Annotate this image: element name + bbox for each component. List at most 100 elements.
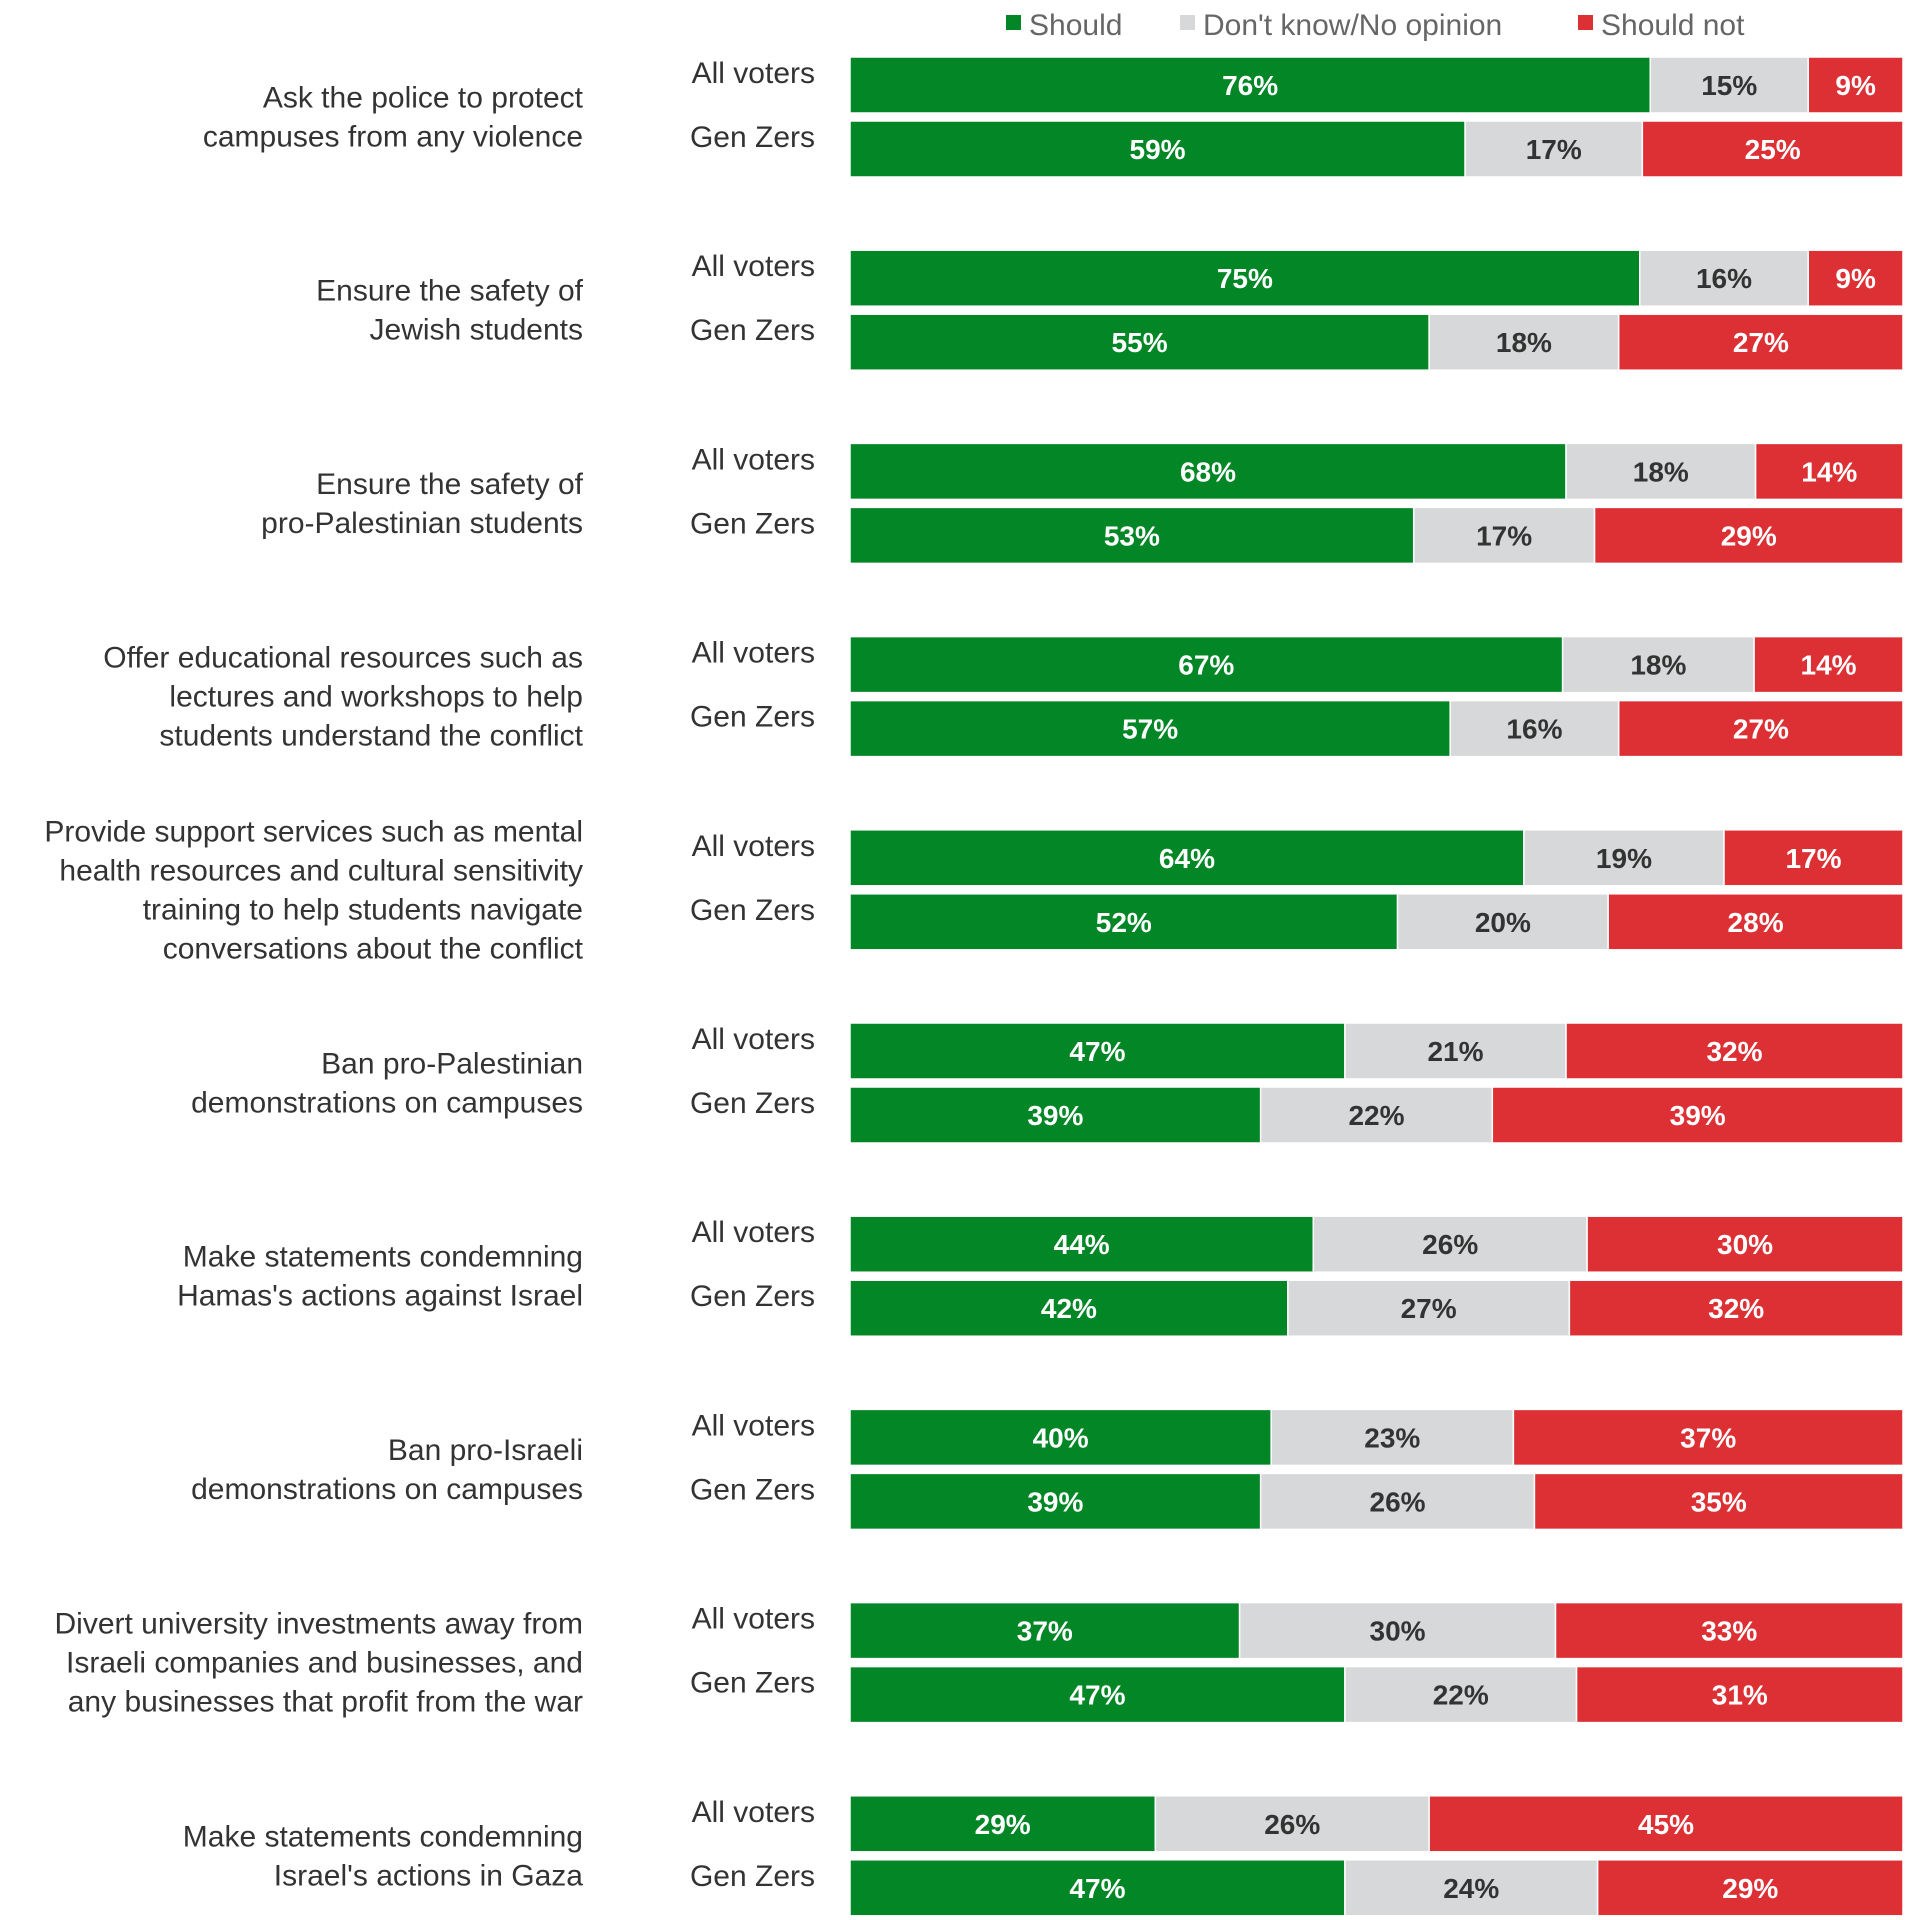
data-label-don-t-know-no-opinion: 21% [1427,1036,1483,1067]
category-label-line: demonstrations on campuses [191,1087,583,1120]
bar-segment-should [849,1859,1346,1917]
category-label: Ensure the safety of Jewish students [316,275,583,347]
group-label-all-voters: All voters [692,250,815,283]
data-label-should: 37% [1017,1616,1073,1647]
data-label-should: 76% [1222,70,1278,101]
legend-swatch-dont-know [1180,15,1195,30]
legend-label-dont-know: Don't know/No opinion [1203,9,1502,42]
data-label-don-t-know-no-opinion: 22% [1433,1680,1489,1711]
data-label-don-t-know-no-opinion: 26% [1422,1229,1478,1260]
data-label-should-not: 32% [1708,1293,1764,1324]
data-label-should: 47% [1069,1680,1125,1711]
bar-segment-should-not [1568,1279,1904,1337]
data-label-should: 40% [1033,1422,1089,1453]
bar-segment-should [849,1022,1346,1080]
data-label-should: 44% [1054,1229,1110,1260]
group-label-all-voters: All voters [692,1603,815,1636]
bar-segment-should-not [1641,120,1904,178]
bar-segment-should-not [1593,506,1904,565]
bar-segment-should [849,249,1641,307]
data-label-should: 53% [1104,520,1160,551]
bar-segment-should [849,313,1430,371]
bar-segment-should [849,442,1567,501]
category-label-line: Ask the police to protect [263,82,584,115]
category-label-line: demonstrations on campuses [191,1473,583,1506]
bar-segment-should [849,506,1415,565]
category-label-line: Israel's actions in Gaza [274,1859,584,1892]
data-label-should-not: 28% [1728,907,1784,938]
bar-segment-should-not [1753,635,1904,694]
data-label-should-not: 39% [1670,1100,1726,1131]
bar-segment-should-not [1565,1022,1904,1080]
data-label-should: 39% [1027,1486,1083,1517]
group-label-gen-zers: Gen Zers [690,894,815,927]
group-label-gen-zers: Gen Zers [690,701,815,734]
data-label-should-not: 33% [1701,1616,1757,1647]
category-group: Ensure the safety of Jewish students All v… [316,249,1904,371]
category-group: Make statements condemning Israel's actio… [183,1795,1904,1917]
bar-segment-don-t-know-no-opinion [1259,1472,1536,1531]
category-label-line: Hamas's actions against Israel [177,1280,583,1313]
data-label-should-not: 14% [1801,456,1857,487]
data-label-don-t-know-no-opinion: 15% [1701,70,1757,101]
data-label-don-t-know-no-opinion: 26% [1264,1809,1320,1840]
category-label-line: Offer educational resources such as [103,642,583,675]
bar-segment-should-not [1512,1408,1904,1467]
data-label-should-not: 29% [1721,520,1777,551]
legend-swatch-should-not [1578,15,1593,30]
bar-segment-should-not [1586,1215,1904,1273]
category-label-line: Ensure the safety of [316,468,583,501]
category-label-line: Make statements condemning [183,1241,583,1274]
bar-segment-should [849,1279,1289,1337]
bar-segment-don-t-know-no-opinion [1639,249,1809,307]
category-label-line: Israeli companies and businesses, and [66,1647,583,1680]
data-label-don-t-know-no-opinion: 20% [1475,907,1531,938]
data-label-should: 29% [975,1809,1031,1840]
bar-segment-should-not [1596,1859,1904,1917]
data-label-should-not: 35% [1691,1486,1747,1517]
bar-segment-should-not [1575,1665,1904,1724]
data-label-should: 52% [1096,907,1152,938]
group-label-gen-zers: Gen Zers [690,507,815,540]
data-label-should: 75% [1217,263,1273,294]
group-label-all-voters: All voters [692,1023,815,1056]
category-label: Make statements condemning Hamas's action… [177,1241,583,1313]
bar-segment-should-not [1491,1086,1904,1144]
data-label-should-not: 29% [1722,1873,1778,1904]
group-label-gen-zers: Gen Zers [690,1280,815,1313]
legend-label-should: Should [1029,9,1122,42]
data-label-should-not: 25% [1745,134,1801,165]
bar-segment-should [849,635,1564,694]
group-label-all-voters: All voters [692,830,815,863]
category-label-line: conversations about the conflict [163,932,584,965]
data-label-don-t-know-no-opinion: 27% [1401,1293,1457,1324]
data-label-should-not: 9% [1835,70,1876,101]
bar-segment-should-not [1607,893,1904,951]
group-label-all-voters: All voters [692,1216,815,1249]
data-label-should-not: 37% [1680,1422,1736,1453]
category-label-line: Make statements condemning [183,1820,583,1853]
data-label-don-t-know-no-opinion: 26% [1370,1486,1426,1517]
data-label-should-not: 9% [1835,263,1876,294]
category-label-line: Provide support services such as mental [44,815,583,848]
group-label-gen-zers: Gen Zers [690,1087,815,1120]
bar-segment-should [849,1795,1157,1853]
bar-segment-should [849,1601,1241,1660]
category-group: Provide support services such as mental h… [44,815,1904,965]
data-label-should: 64% [1159,843,1215,874]
category-group: Ban pro-Israeli demonstrations on campuse… [191,1408,1904,1531]
category-label: Ensure the safety of pro-Palestinian stud… [261,468,584,540]
bar-segment-don-t-know-no-opinion [1412,506,1596,565]
data-label-don-t-know-no-opinion: 16% [1506,714,1562,745]
legend-label-should-not: Should not [1601,9,1745,42]
bar-segment-should [849,1215,1315,1273]
bar-segment-don-t-know-no-opinion [1449,699,1620,758]
bar-segment-should [849,56,1652,114]
bar-segment-don-t-know-no-opinion [1154,1795,1430,1853]
data-label-should-not: 14% [1801,650,1857,681]
bar-segment-should [849,829,1525,887]
group-label-gen-zers: Gen Zers [690,121,815,154]
data-label-should: 47% [1069,1873,1125,1904]
group-label-gen-zers: Gen Zers [690,1473,815,1506]
data-label-should-not: 17% [1785,843,1841,874]
